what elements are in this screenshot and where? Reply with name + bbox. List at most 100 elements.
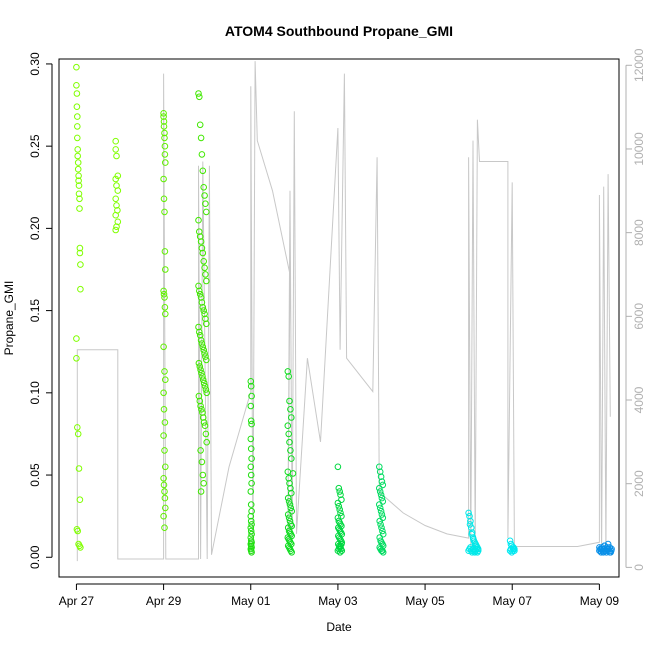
data-point bbox=[379, 527, 386, 535]
data-point bbox=[247, 445, 255, 453]
data-point bbox=[248, 549, 255, 556]
data-point bbox=[199, 167, 207, 175]
data-point bbox=[334, 463, 342, 471]
data-point bbox=[162, 504, 169, 512]
x-tick-label: May 03 bbox=[318, 594, 358, 608]
data-point bbox=[197, 336, 205, 344]
data-point bbox=[247, 527, 255, 535]
data-point bbox=[197, 134, 205, 142]
data-point bbox=[201, 382, 209, 390]
data-point bbox=[161, 368, 168, 375]
data-point bbox=[73, 103, 81, 110]
data-point bbox=[196, 287, 203, 295]
data-point bbox=[74, 123, 81, 130]
data-point bbox=[161, 494, 169, 502]
data-point bbox=[470, 535, 477, 543]
data-point bbox=[288, 455, 295, 462]
data-point bbox=[287, 447, 294, 454]
data-point bbox=[199, 373, 206, 380]
series-9 bbox=[506, 537, 518, 556]
data-point bbox=[198, 406, 205, 413]
series-8 bbox=[465, 509, 482, 556]
y-tick-label: 0.05 bbox=[28, 463, 42, 487]
data-point bbox=[247, 435, 255, 443]
data-point bbox=[603, 544, 611, 551]
data-point bbox=[161, 142, 169, 150]
data-point bbox=[248, 455, 255, 462]
data-point bbox=[379, 481, 387, 489]
data-point bbox=[196, 332, 204, 339]
data-point bbox=[202, 353, 209, 360]
data-point bbox=[286, 480, 293, 487]
data-point bbox=[161, 294, 168, 301]
data-point bbox=[196, 121, 204, 129]
data-point bbox=[248, 507, 255, 515]
y-tick-label: 0.00 bbox=[28, 545, 42, 569]
data-point bbox=[198, 299, 206, 306]
x-tick-label: Apr 27 bbox=[59, 594, 95, 608]
data-point bbox=[285, 430, 293, 438]
data-point bbox=[376, 501, 383, 508]
data-point bbox=[287, 504, 295, 512]
data-point bbox=[199, 414, 207, 421]
data-point bbox=[473, 544, 481, 551]
y-tick-label: 0.10 bbox=[28, 381, 42, 405]
data-point bbox=[335, 484, 343, 492]
data-point bbox=[200, 419, 208, 426]
data-point bbox=[203, 277, 210, 285]
data-point bbox=[76, 249, 84, 257]
data-point bbox=[203, 389, 210, 397]
data-point bbox=[247, 524, 255, 532]
data-point bbox=[162, 310, 169, 318]
data-point bbox=[286, 501, 294, 508]
data-point bbox=[199, 249, 207, 257]
plot-frame bbox=[58, 58, 620, 578]
data-point bbox=[334, 499, 342, 507]
data-point bbox=[77, 544, 84, 551]
data-point bbox=[376, 468, 384, 476]
data-point bbox=[74, 424, 81, 431]
data-point bbox=[160, 481, 168, 489]
data-point bbox=[202, 430, 210, 438]
data-point bbox=[379, 549, 387, 556]
y2-tick-label: 8000 bbox=[632, 219, 646, 246]
data-point bbox=[288, 489, 295, 497]
data-point bbox=[75, 182, 83, 189]
data-point bbox=[197, 366, 204, 374]
data-point bbox=[114, 187, 122, 194]
y-tick-label: 0.25 bbox=[28, 134, 42, 158]
x-tick-label: May 01 bbox=[231, 594, 271, 608]
data-point bbox=[466, 512, 473, 520]
data-point bbox=[74, 146, 81, 153]
data-point bbox=[160, 287, 167, 295]
data-point bbox=[466, 521, 474, 528]
data-point bbox=[509, 547, 517, 555]
data-point bbox=[203, 320, 210, 328]
data-point bbox=[198, 340, 206, 347]
data-point bbox=[248, 480, 255, 487]
data-point bbox=[195, 323, 202, 331]
data-point bbox=[338, 512, 345, 520]
data-point bbox=[161, 524, 168, 532]
y-tick-label: 0.30 bbox=[28, 52, 42, 76]
data-point bbox=[288, 414, 295, 421]
data-point bbox=[203, 356, 210, 364]
data-point bbox=[112, 211, 119, 219]
data-point bbox=[336, 506, 344, 513]
data-point bbox=[199, 376, 207, 384]
data-point bbox=[288, 507, 296, 515]
data-point bbox=[288, 549, 296, 556]
axes-layer: 0.00 0.05 0.10 0.15 0.20 0.25 0.30 0 2000 4000 600… bbox=[28, 48, 646, 608]
y-axis-label: Propane_GMI bbox=[2, 281, 16, 356]
data-point bbox=[195, 392, 203, 400]
data-point bbox=[160, 175, 167, 183]
data-point bbox=[161, 488, 168, 495]
data-point bbox=[285, 498, 293, 505]
data-point bbox=[160, 432, 167, 439]
data-point bbox=[247, 463, 255, 471]
data-point bbox=[376, 484, 383, 492]
data-point bbox=[195, 282, 202, 290]
data-point bbox=[162, 266, 169, 273]
data-point bbox=[604, 540, 612, 548]
